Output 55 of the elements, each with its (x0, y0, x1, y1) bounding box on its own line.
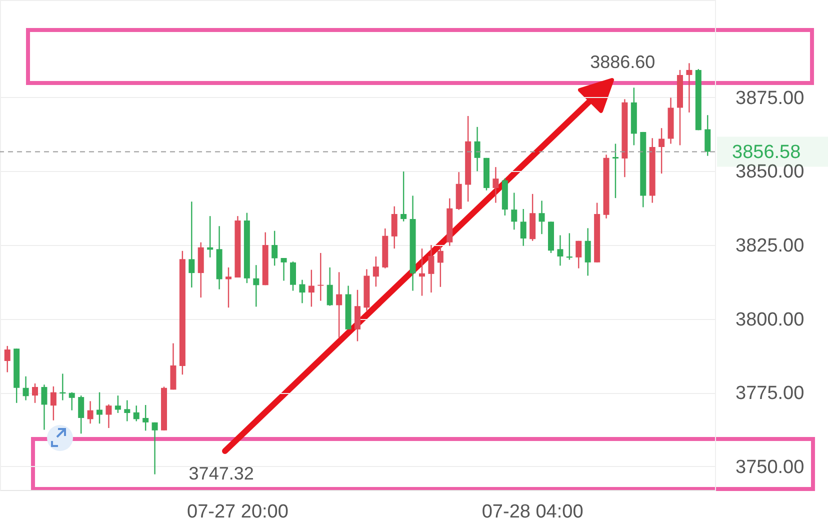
ref-line-label: 3856.58 (732, 142, 801, 163)
candlestick (4, 345, 10, 373)
y-tick-label: 3850.00 (736, 162, 804, 183)
candlestick (68, 392, 75, 411)
y-tick-label: 3750.00 (736, 456, 804, 478)
candlestick (372, 256, 379, 288)
candlestick (41, 384, 48, 430)
candlestick (520, 208, 526, 246)
candlestick (32, 382, 38, 404)
candlestick (22, 376, 29, 401)
candlestick (133, 404, 140, 422)
y-tick-label: 3875.00 (736, 88, 804, 109)
candlestick (584, 228, 591, 276)
y-tick-label: 3800.00 (736, 309, 804, 330)
candlestick (96, 392, 103, 424)
candlestick (704, 114, 711, 156)
candlestick (576, 240, 582, 269)
candlestick (152, 422, 158, 475)
candlestick (290, 260, 296, 292)
candlestick (437, 246, 444, 288)
y-tick-label: 3775.00 (736, 383, 804, 404)
candlestick (272, 230, 278, 266)
candlestick (391, 206, 398, 250)
candlestick (78, 394, 84, 434)
candlestick (474, 126, 480, 172)
candlestick (538, 200, 545, 235)
candlestick (557, 234, 564, 266)
candlestick (106, 404, 112, 429)
candlestick (511, 192, 518, 230)
candlestick (336, 272, 342, 338)
candlestick (87, 400, 94, 424)
candlestick (280, 257, 287, 282)
candlestick (308, 269, 314, 308)
candlestick (142, 404, 149, 432)
candlestick (124, 400, 130, 422)
candlestick (188, 201, 195, 288)
candlestick (418, 248, 425, 296)
candlestick (686, 62, 692, 114)
annotation: 3886.60 (590, 52, 656, 72)
candlestick (492, 166, 499, 204)
candlestick (612, 143, 618, 199)
candlestick (299, 279, 306, 304)
candlestick (114, 394, 121, 414)
candlestick (658, 128, 665, 174)
candlestick (354, 289, 360, 342)
candlestick (253, 264, 260, 308)
x-tick-label: 07-28 04:00 (482, 502, 584, 522)
candlestick (400, 170, 407, 222)
candlestick (50, 386, 56, 421)
candlestick (226, 266, 232, 308)
x-tick-label: 07-27 20:00 (187, 502, 288, 522)
candlestick (428, 244, 434, 294)
annotation: 3747.32 (188, 463, 254, 484)
y-tick-label: 3825.00 (736, 236, 804, 256)
candlestick (326, 266, 333, 306)
